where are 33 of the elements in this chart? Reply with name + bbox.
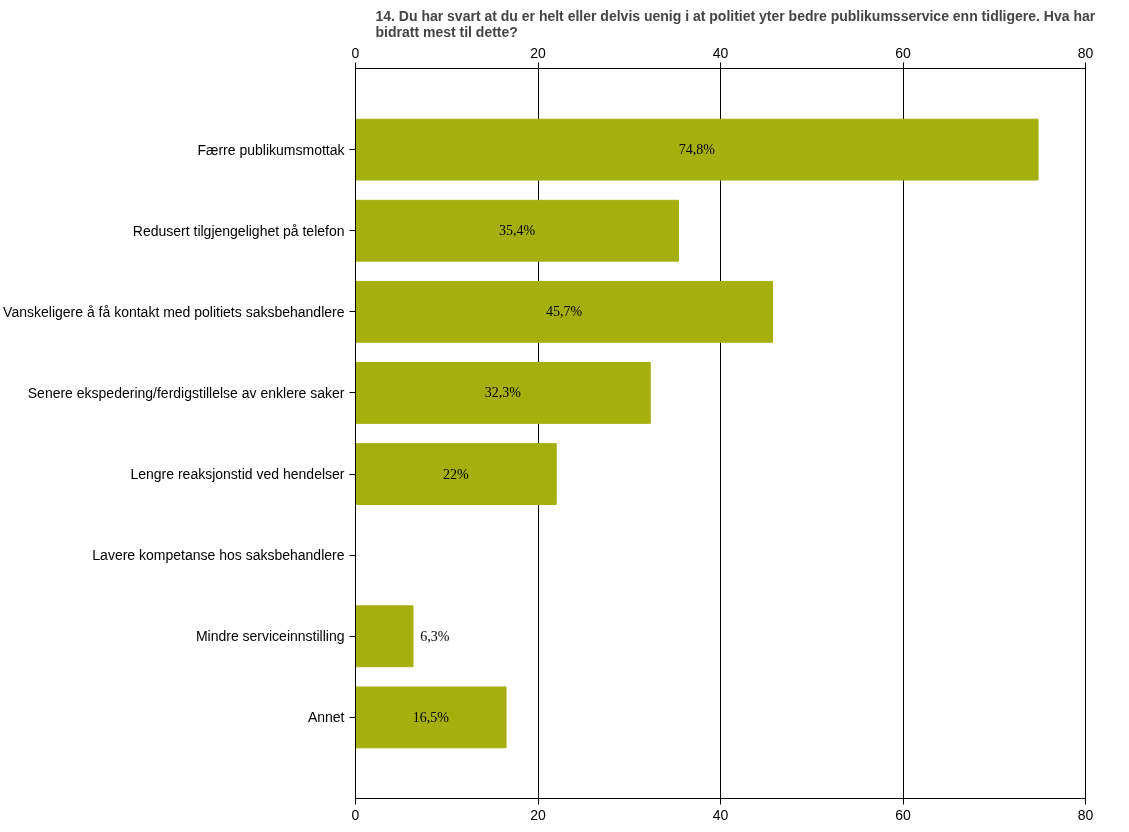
x-tick-label: 20 — [530, 44, 546, 61]
x2-tick-label: 80 — [1077, 806, 1094, 823]
data-label: 16,5% — [412, 709, 450, 725]
y-tick-label: Færre publikumsmottak — [197, 141, 346, 158]
x2-tick-label: 40 — [712, 806, 729, 823]
y-tick-label: Senere ekspedering/ferdigstillelse av enklere saker — [27, 384, 345, 401]
chart-title: 14. Du har svart at du er helt eller delvis uenig i at politiet yter bedre publikumsservice enn tidligere. Hva har bidratt mest til dette? — [375, 7, 1096, 40]
y-tick-label: Lengre reaksjonstid ved hendelser — [130, 466, 345, 483]
bar — [355, 280, 774, 343]
bar — [355, 605, 414, 668]
x2-tick-label: 20 — [530, 806, 546, 823]
data-label: 22% — [443, 466, 470, 482]
y-tick-label: Redusert tilgjengelighet på telefon — [132, 222, 345, 239]
data-label: 35,4% — [498, 223, 536, 239]
data-label: 6,3% — [420, 628, 450, 644]
y-tick-label: Mindre serviceinnstilling — [195, 628, 345, 645]
y-tick-label: Annet — [307, 709, 345, 726]
bar — [355, 118, 1039, 181]
x-tick-label: 0 — [351, 44, 360, 61]
data-label: 32,3% — [484, 385, 522, 401]
y-tick-label: Vanskeligere å få kontakt med politiets saksbehandlere — [3, 303, 345, 320]
x2-tick-label: 0 — [351, 806, 360, 823]
x-tick-label: 80 — [1077, 44, 1094, 61]
bar — [355, 362, 651, 424]
x2-tick-label: 60 — [895, 806, 911, 823]
data-label: 45,7% — [545, 304, 583, 320]
x-tick-label: 60 — [895, 44, 911, 61]
y-tick-label: Lavere kompetanse hos saksbehandlere — [92, 547, 345, 564]
bar — [355, 199, 680, 262]
bar — [355, 443, 557, 505]
data-label: 74,8% — [678, 142, 716, 158]
bar — [355, 686, 507, 749]
x-tick-label: 40 — [712, 44, 729, 61]
